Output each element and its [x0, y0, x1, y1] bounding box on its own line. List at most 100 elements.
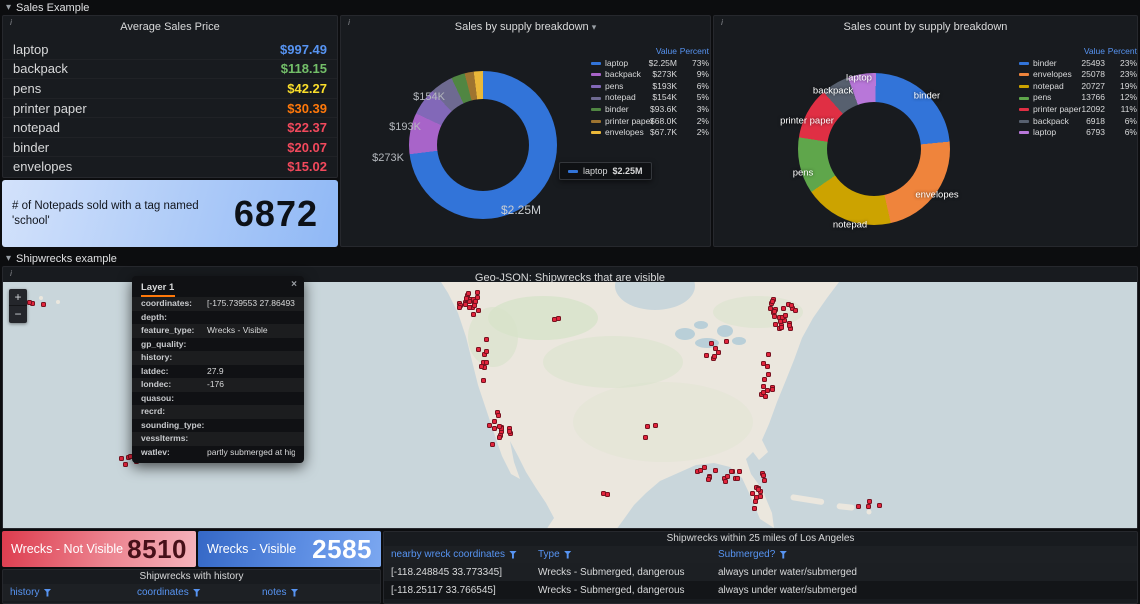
legend-item-name[interactable]: backpack: [1019, 116, 1071, 128]
tooltip-layer-tab[interactable]: Layer 1 ×: [132, 276, 304, 297]
zoom-in-button[interactable]: +: [9, 289, 27, 306]
shipwreck-marker[interactable]: [789, 303, 794, 308]
shipwreck-marker[interactable]: [497, 424, 502, 429]
shipwreck-marker[interactable]: [783, 313, 788, 318]
filter-funnel-icon[interactable]: [43, 588, 52, 597]
shipwreck-marker[interactable]: [713, 346, 718, 351]
sales-donut-chart[interactable]: [409, 71, 557, 219]
shipwreck-marker[interactable]: [761, 384, 766, 389]
legend-col-percent[interactable]: Percent: [1107, 46, 1137, 56]
panel-title[interactable]: Geo-JSON: Shipwrecks that are visible: [474, 272, 666, 284]
legend-item-name[interactable]: pens: [1019, 92, 1071, 104]
shipwreck-marker[interactable]: [643, 435, 648, 440]
column-header-history[interactable]: history: [3, 584, 130, 601]
shipwreck-marker[interactable]: [787, 323, 792, 328]
zoom-out-button[interactable]: −: [9, 306, 27, 323]
shipwreck-marker[interactable]: [475, 290, 480, 295]
filter-funnel-icon[interactable]: [290, 588, 299, 597]
shipwreck-marker[interactable]: [761, 473, 766, 478]
row-header-shipwrecks[interactable]: Shipwrecks example: [6, 253, 117, 265]
shipwreck-marker[interactable]: [766, 352, 771, 357]
column-header-submerged[interactable]: Submerged?: [711, 546, 1137, 563]
shipwreck-marker[interactable]: [773, 322, 778, 327]
shipwreck-marker[interactable]: [770, 299, 775, 304]
shipwreck-marker[interactable]: [766, 372, 771, 377]
column-header-coordinates[interactable]: coordinates: [130, 584, 255, 601]
shipwreck-marker[interactable]: [481, 378, 486, 383]
legend-item-name[interactable]: envelopes: [591, 127, 644, 139]
panel-info-icon[interactable]: i: [10, 18, 12, 27]
legend-item-name[interactable]: laptop: [591, 58, 643, 70]
shipwreck-marker[interactable]: [781, 306, 786, 311]
panel-info-icon[interactable]: i: [348, 18, 350, 27]
shipwreck-marker[interactable]: [706, 477, 711, 482]
count-donut-chart[interactable]: [798, 73, 950, 225]
filter-funnel-icon[interactable]: [508, 550, 517, 559]
shipwreck-marker[interactable]: [645, 424, 650, 429]
legend-item-name[interactable]: backpack: [591, 69, 643, 81]
legend-item-name[interactable]: printer paper: [591, 116, 653, 128]
legend-item-name[interactable]: binder: [1019, 58, 1071, 70]
legend-item-name[interactable]: notepad: [1019, 81, 1071, 93]
legend-item-name[interactable]: notepad: [591, 92, 643, 104]
shipwreck-marker[interactable]: [490, 442, 495, 447]
filter-funnel-icon[interactable]: [779, 550, 788, 559]
shipwreck-marker[interactable]: [463, 302, 468, 307]
shipwreck-marker[interactable]: [756, 487, 761, 492]
shipwreck-marker[interactable]: [877, 503, 882, 508]
shipwreck-marker[interactable]: [472, 303, 477, 308]
shipwreck-marker[interactable]: [768, 306, 773, 311]
shipwreck-marker[interactable]: [484, 360, 489, 365]
shipwreck-marker[interactable]: [492, 426, 497, 431]
shipwreck-marker[interactable]: [724, 339, 729, 344]
shipwreck-marker[interactable]: [457, 305, 462, 310]
shipwreck-marker[interactable]: [716, 350, 721, 355]
legend-item-name[interactable]: envelopes: [1019, 69, 1072, 81]
shipwreck-marker[interactable]: [601, 491, 606, 496]
panel-title[interactable]: Shipwrecks with history: [139, 571, 244, 582]
column-header-type[interactable]: Type: [531, 546, 711, 563]
panel-info-icon[interactable]: i: [721, 18, 723, 27]
column-header-notes[interactable]: notes: [255, 584, 380, 601]
shipwreck-marker[interactable]: [729, 469, 734, 474]
shipwreck-marker[interactable]: [750, 491, 755, 496]
legend-item-name[interactable]: binder: [591, 104, 643, 116]
shipwreck-marker[interactable]: [867, 499, 872, 504]
panel-menu-caret-icon[interactable]: [592, 22, 597, 32]
filter-funnel-icon[interactable]: [192, 588, 201, 597]
shipwreck-marker[interactable]: [123, 462, 128, 467]
shipwreck-marker[interactable]: [41, 302, 46, 307]
close-icon[interactable]: ×: [291, 279, 297, 290]
shipwreck-marker[interactable]: [467, 305, 472, 310]
panel-info-icon[interactable]: i: [10, 269, 12, 278]
shipwreck-marker[interactable]: [793, 308, 798, 313]
shipwreck-marker[interactable]: [497, 435, 502, 440]
shipwreck-marker[interactable]: [762, 377, 767, 382]
legend-col-percent[interactable]: Percent: [679, 46, 709, 56]
shipwreck-marker[interactable]: [653, 423, 658, 428]
column-header-coordinates[interactable]: nearby wreck coordinates: [384, 546, 531, 563]
shipwreck-marker[interactable]: [471, 312, 476, 317]
shipwreck-marker[interactable]: [712, 354, 717, 359]
shipwreck-marker[interactable]: [765, 364, 770, 369]
shipwreck-marker[interactable]: [464, 296, 469, 301]
legend-item-name[interactable]: pens: [591, 81, 643, 93]
shipwreck-marker[interactable]: [466, 291, 471, 296]
shipwreck-marker[interactable]: [866, 504, 871, 509]
shipwreck-marker[interactable]: [507, 429, 512, 434]
legend-col-value[interactable]: Value: [655, 46, 677, 56]
shipwreck-marker[interactable]: [752, 506, 757, 511]
shipwreck-marker[interactable]: [702, 465, 707, 470]
shipwreck-marker[interactable]: [761, 361, 766, 366]
legend-item-name[interactable]: laptop: [1019, 127, 1071, 139]
shipwreck-marker[interactable]: [479, 364, 484, 369]
shipwreck-marker[interactable]: [496, 413, 501, 418]
legend-col-value[interactable]: Value: [1083, 46, 1105, 56]
panel-title[interactable]: Sales by supply breakdown: [341, 16, 710, 38]
shipwreck-marker[interactable]: [770, 387, 775, 392]
shipwreck-marker[interactable]: [487, 423, 492, 428]
filter-funnel-icon[interactable]: [563, 550, 572, 559]
shipwreck-marker[interactable]: [27, 300, 32, 305]
shipwreck-marker[interactable]: [762, 478, 767, 483]
shipwreck-marker[interactable]: [476, 308, 481, 313]
